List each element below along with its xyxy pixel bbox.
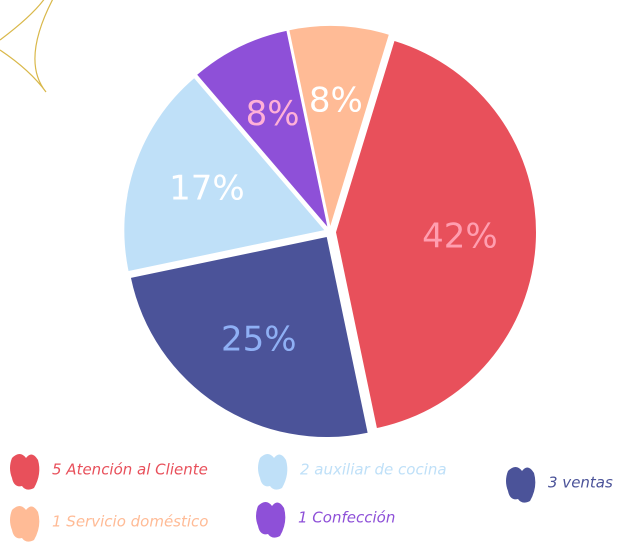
pie-slice <box>124 78 325 271</box>
pie-slice <box>197 30 328 227</box>
legend-label: 1 Servicio doméstico <box>52 513 208 531</box>
slice-label: 42% <box>422 216 498 256</box>
legend-label: 2 auxiliar de cocina <box>300 461 447 479</box>
legend-swatch <box>256 502 286 538</box>
slice-label: 8% <box>246 94 300 134</box>
legend-label: 3 ventas <box>548 474 613 492</box>
legend-swatch <box>506 467 536 503</box>
pie-slice <box>289 26 389 227</box>
slice-label: 25% <box>221 319 297 359</box>
legend-label: 1 Confección <box>298 509 395 527</box>
decoration <box>0 0 45 41</box>
legend-swatch <box>10 454 40 490</box>
legend-swatch <box>258 454 288 490</box>
pie-slice <box>335 41 536 429</box>
slice-label: 17% <box>169 169 245 209</box>
legend-label: 5 Atención al Cliente <box>52 461 208 479</box>
decoration <box>0 0 54 93</box>
legend-swatch <box>10 506 40 542</box>
slice-label: 8% <box>309 81 363 121</box>
pie-slice <box>130 237 368 438</box>
